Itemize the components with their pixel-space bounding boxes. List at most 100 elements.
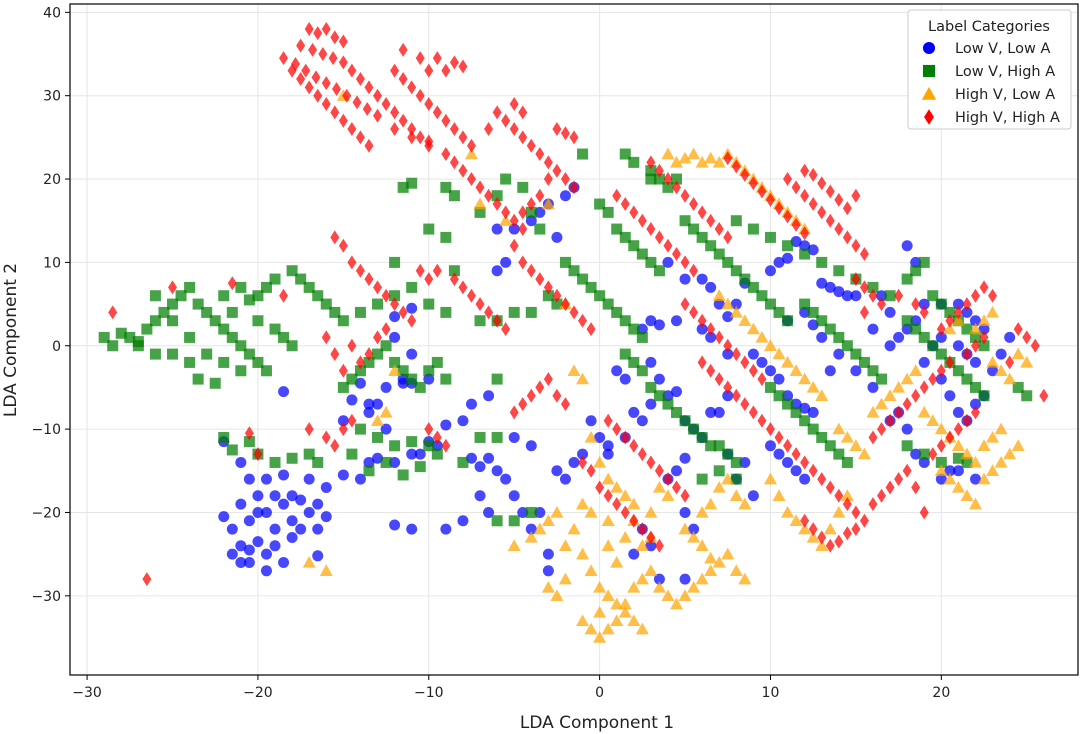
data-point-diamond [253, 447, 263, 462]
data-point-diamond [381, 322, 391, 337]
data-point-circle [278, 556, 290, 568]
data-point-circle [705, 281, 717, 293]
data-point-circle [406, 523, 418, 535]
data-point-circle [260, 473, 272, 485]
data-point-square [619, 315, 631, 327]
data-point-diamond [731, 347, 741, 362]
data-point-diamond [449, 272, 459, 287]
data-point-circle [816, 331, 828, 343]
data-point-diamond [757, 372, 767, 387]
data-point-circle [568, 456, 580, 468]
data-point-circle [243, 544, 255, 556]
data-point-diamond [800, 188, 810, 203]
data-point-diamond [859, 247, 869, 262]
data-point-square [602, 298, 614, 310]
data-point-diamond [740, 355, 750, 370]
data-point-square [764, 381, 776, 393]
data-point-diamond [475, 180, 485, 195]
data-point-square [645, 165, 657, 177]
data-point-triangle [704, 497, 718, 510]
data-point-triangle [909, 364, 923, 376]
data-point-square [201, 348, 213, 360]
data-point-diamond [509, 213, 519, 228]
data-point-diamond [526, 263, 536, 278]
data-point-square [662, 181, 674, 193]
data-point-square [764, 298, 776, 310]
data-point-circle [286, 531, 298, 543]
legend-entry-label: High V, Low A [955, 87, 1055, 103]
data-point-diamond [817, 472, 827, 487]
data-point-circle [850, 290, 862, 302]
legend-entry-label: Low V, High A [955, 64, 1055, 80]
data-point-circle [295, 494, 307, 506]
data-point-triangle [319, 564, 333, 577]
data-point-square [363, 465, 375, 477]
data-point-diamond [569, 180, 579, 195]
data-point-diamond [612, 422, 622, 437]
data-point-square [184, 331, 196, 343]
data-point-diamond [936, 322, 946, 337]
data-point-circle [440, 419, 452, 431]
data-point-circle [662, 390, 674, 402]
data-point-diamond [364, 272, 374, 287]
data-point-circle [525, 215, 537, 227]
data-point-circle [782, 456, 794, 468]
data-point-circle [260, 506, 272, 518]
data-point-diamond [928, 447, 938, 462]
data-point-triangle [558, 572, 572, 585]
data-point-diamond [501, 113, 511, 128]
data-point-diamond [706, 363, 716, 378]
legend-entry-label: High V, High A [955, 110, 1060, 126]
data-point-circle [372, 398, 384, 410]
data-point-circle [662, 256, 674, 268]
data-point-square [713, 440, 725, 452]
data-point-circle [389, 331, 401, 343]
data-point-triangle [721, 472, 735, 485]
data-point-circle [799, 306, 811, 318]
data-point-square [867, 365, 879, 377]
data-point-diamond [783, 172, 793, 187]
data-point-triangle [601, 539, 615, 552]
data-point-diamond [552, 163, 562, 178]
data-point-circle [679, 452, 691, 464]
data-point-triangle [627, 580, 641, 593]
data-point-circle [457, 515, 469, 527]
data-point-diamond [859, 305, 869, 320]
data-point-diamond [381, 288, 391, 303]
data-point-square [559, 256, 571, 268]
data-point-circle [483, 506, 495, 518]
data-point-triangle [635, 539, 649, 552]
data-point-square [747, 223, 759, 235]
data-point-diamond [851, 522, 861, 537]
data-point-diamond [603, 413, 613, 428]
data-point-diamond [1039, 388, 1049, 403]
x-tick-label: −20 [243, 685, 273, 701]
data-point-circle [790, 236, 802, 248]
data-point-diamond [825, 213, 835, 228]
data-point-diamond [304, 422, 314, 437]
data-point-diamond [765, 192, 775, 207]
data-point-diamond [859, 280, 869, 295]
data-point-circle [278, 498, 290, 510]
data-point-square [474, 431, 486, 443]
data-point-square [218, 356, 230, 368]
data-point-diamond [279, 51, 289, 66]
data-point-triangle [840, 489, 854, 501]
data-point-diamond [390, 122, 400, 137]
data-point-diamond [526, 388, 536, 403]
data-point-circle [841, 290, 853, 302]
data-point-circle [824, 281, 836, 293]
data-point-diamond [321, 97, 331, 112]
data-point-diamond [663, 238, 673, 253]
data-point-square [542, 290, 554, 302]
data-point-square [782, 315, 794, 327]
data-point-square [363, 356, 375, 368]
data-point-triangle [746, 322, 760, 335]
data-point-diamond [475, 297, 485, 312]
data-point-square [671, 406, 683, 418]
data-point-circle [312, 550, 324, 562]
data-point-square [184, 281, 196, 293]
data-point-circle [337, 469, 349, 481]
data-point-diamond [543, 172, 553, 187]
data-point-diamond [774, 201, 784, 216]
